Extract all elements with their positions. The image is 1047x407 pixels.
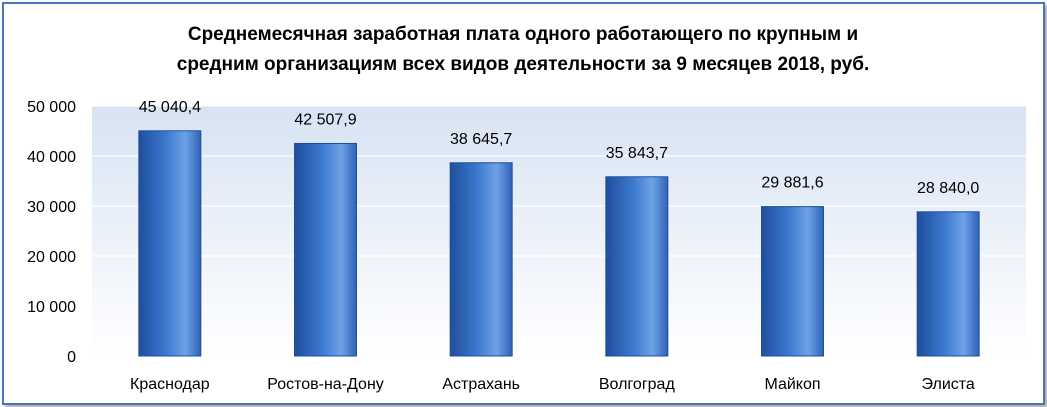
x-tick-label: Волгоград xyxy=(599,376,676,393)
bar xyxy=(138,130,202,357)
gridlines xyxy=(92,105,1026,307)
y-tick-label: 30 000 xyxy=(27,199,76,216)
x-tick-label: Краснодар xyxy=(130,376,210,393)
data-labels: 45 040,4 42 507,9 38 645,7 35 843,7 29 881,6… xyxy=(139,99,980,197)
bar-chart: Среднемесячная заработная плата одного р… xyxy=(27,24,1026,393)
plot-area xyxy=(92,106,1026,356)
y-tick-label: 0 xyxy=(67,349,76,366)
chart-title-line-2: средним организациям всех видов деятельн… xyxy=(177,54,869,75)
y-tick-label: 40 000 xyxy=(27,149,76,166)
x-tick-label: Майкоп xyxy=(764,376,820,393)
x-axis-labels: Краснодар Ростов-на-Дону Астрахань Волгогра… xyxy=(130,376,975,393)
y-tick-label: 10 000 xyxy=(27,299,76,316)
bar xyxy=(916,211,980,357)
bar xyxy=(294,142,357,357)
chart-title-line-1: Среднемесячная заработная плата одного р… xyxy=(188,24,858,45)
bar xyxy=(605,176,669,357)
bar xyxy=(449,162,513,357)
bars xyxy=(138,130,980,357)
y-tick-label: 20 000 xyxy=(27,249,76,266)
y-tick-label: 50 000 xyxy=(27,99,76,116)
data-label: 42 507,9 xyxy=(294,111,356,128)
data-label: 45 040,4 xyxy=(139,99,201,116)
data-label: 38 645,7 xyxy=(450,131,512,148)
x-tick-label: Астрахань xyxy=(442,376,520,393)
data-label: 28 840,0 xyxy=(917,180,979,197)
x-tick-label: Элиста xyxy=(922,376,975,393)
data-label: 35 843,7 xyxy=(606,145,668,162)
x-tick-label: Ростов-на-Дону xyxy=(267,376,384,393)
data-label: 29 881,6 xyxy=(761,175,823,192)
bar xyxy=(761,206,824,357)
y-axis-ticks: 0 10 000 20 000 30 000 40 000 50 000 xyxy=(27,99,76,366)
